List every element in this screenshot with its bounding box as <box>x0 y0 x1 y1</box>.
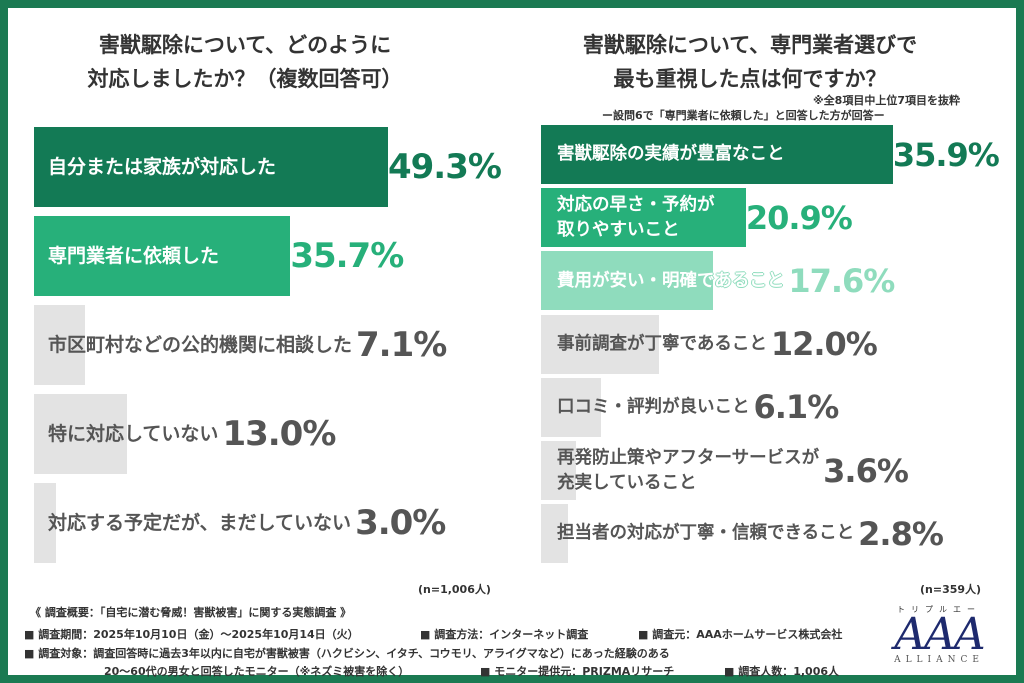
bar <box>541 504 569 564</box>
bar-value-label: 12.0% <box>770 325 878 364</box>
infographic <box>8 8 1016 675</box>
bar-label: 対応の早さ・予約が 取りやすいこと <box>557 195 715 240</box>
title-line: 害獣駆除について、専門業者選びで <box>582 33 918 57</box>
bar-row: 市区町村などの公的機関に相談した 7.1% <box>34 305 447 385</box>
title-line: 害獣駆除について、どのように <box>98 33 392 57</box>
bar-value-label: 7.1% <box>356 325 447 365</box>
survey-org: ■ 調査元：AAAホームサービス株式会社 <box>638 628 843 641</box>
bar-label: 自分または家族が対応した <box>48 155 277 178</box>
bar-value-label: 20.9% <box>745 198 853 237</box>
aaa-alliance-logo: トリプルエー AAA ALLIANCE <box>884 604 994 665</box>
survey-period: ■ 調査期間：2025年10月10日（金）～2025年10月14日（火） <box>24 628 359 641</box>
bar-row: 対応の早さ・予約が 取りやすいこと 20.9% <box>541 188 853 248</box>
survey-overview: 《 調査概要：「自宅に潜む脅威！害獣被害」に関する実態調査 》 <box>30 606 352 619</box>
bar-value-label: 35.7% <box>290 236 404 276</box>
bar-label: 特に対応していない <box>48 422 219 445</box>
bar-label: 市区町村などの公的機関に相談した <box>48 333 353 356</box>
bar-row: 事前調査が丁寧であること 12.0% <box>541 314 878 374</box>
right-sample-size: (n=359人) <box>920 583 982 596</box>
right-chart-title: 害獣駆除について、専門業者選びで 最も重視した点は何ですか？ <box>520 28 980 96</box>
bar-label: 専門業者に依頼した <box>48 244 220 267</box>
bar-row: 費用が安い・明確であること 17.6% <box>541 251 895 311</box>
bar-row: 自分または家族が対応した 49.3% <box>34 127 502 207</box>
survey-method: ■ 調査方法：インターネット調査 <box>420 628 589 641</box>
survey-target-2: 20～60代の男女と回答したモニター（※ネズミ被害を除く） <box>104 665 410 678</box>
bar-label: 対応する予定だが、まだしていない <box>48 511 352 534</box>
title-line: 最も重視した点は何ですか？ <box>613 67 887 91</box>
bar-row: 担当者の対応が丁寧・信頼できること 2.8% <box>541 504 944 564</box>
bar-label: 口コミ・評判が良いこと <box>557 397 750 418</box>
logo-sub: ALLIANCE <box>894 655 984 665</box>
left-sample-size: (n=1,006人) <box>418 583 491 596</box>
bar-value-label: 2.8% <box>858 514 944 553</box>
bar <box>541 125 893 184</box>
bar-value-label: 35.9% <box>892 135 1000 174</box>
bar-row: 専門業者に依頼した 35.7% <box>34 216 404 296</box>
bar <box>34 216 291 296</box>
right-chart-subtitle: ー設問6で「専門業者に依頼した」と回答した方が回答ー <box>602 109 885 122</box>
bar-row: 口コミ・評判が良いこと 6.1% <box>541 377 840 437</box>
survey-target: ■ 調査対象：調査回答時に過去3年以内に自宅が害獣被害（ハクビシン、イタチ、コウ… <box>24 647 670 660</box>
bar-value-label: 17.6% <box>788 261 895 300</box>
bar <box>541 251 714 311</box>
logo-kana: トリプルエー <box>897 605 981 614</box>
bar-row: 特に対応していない 13.0% <box>34 394 336 474</box>
bar-label: 事前調査が丁寧であること <box>557 333 767 354</box>
bar-value-label: 49.3% <box>387 147 502 187</box>
bar <box>541 377 601 437</box>
bar-value-label: 3.6% <box>823 451 909 490</box>
bar-row: 害獣駆除の実績が豊富なこと 35.9% <box>541 125 1000 184</box>
bar <box>541 188 746 248</box>
survey-provider: ■ モニター提供元：PRIZMAリサーチ <box>480 665 675 678</box>
logo-main: AAA <box>894 609 985 660</box>
left-chart-title: 害獣駆除について、どのように 対応しましたか？（複数回答可） <box>30 28 460 96</box>
title-line: 対応しましたか？（複数回答可） <box>87 67 403 91</box>
right-chart-note: ※全8項目中上位7項目を抜粋 <box>812 94 960 107</box>
bar-row: 再発防止策やアフターサービスが 充実していること 3.6% <box>541 441 909 500</box>
bar-label: 費用が安い・明確であること <box>557 270 785 291</box>
bar <box>541 314 659 374</box>
bar-value-label: 6.1% <box>753 388 840 427</box>
bar-label: 害獣駆除の実績が豊富なこと <box>557 144 785 165</box>
bar <box>34 394 128 474</box>
bar-label: 担当者の対応が丁寧・信頼できること <box>557 523 855 544</box>
bar-value-label: 13.0% <box>222 414 336 454</box>
bar <box>34 305 85 385</box>
survey-count: ■ 調査人数：1,006人 <box>724 665 840 678</box>
bar-value-label: 3.0% <box>355 503 446 543</box>
bar <box>34 127 388 207</box>
bar-row: 対応する予定だが、まだしていない 3.0% <box>34 483 446 563</box>
bar <box>541 441 577 500</box>
bar-label: 再発防止策やアフターサービスが 充実していること <box>557 448 820 493</box>
bar <box>34 483 56 563</box>
